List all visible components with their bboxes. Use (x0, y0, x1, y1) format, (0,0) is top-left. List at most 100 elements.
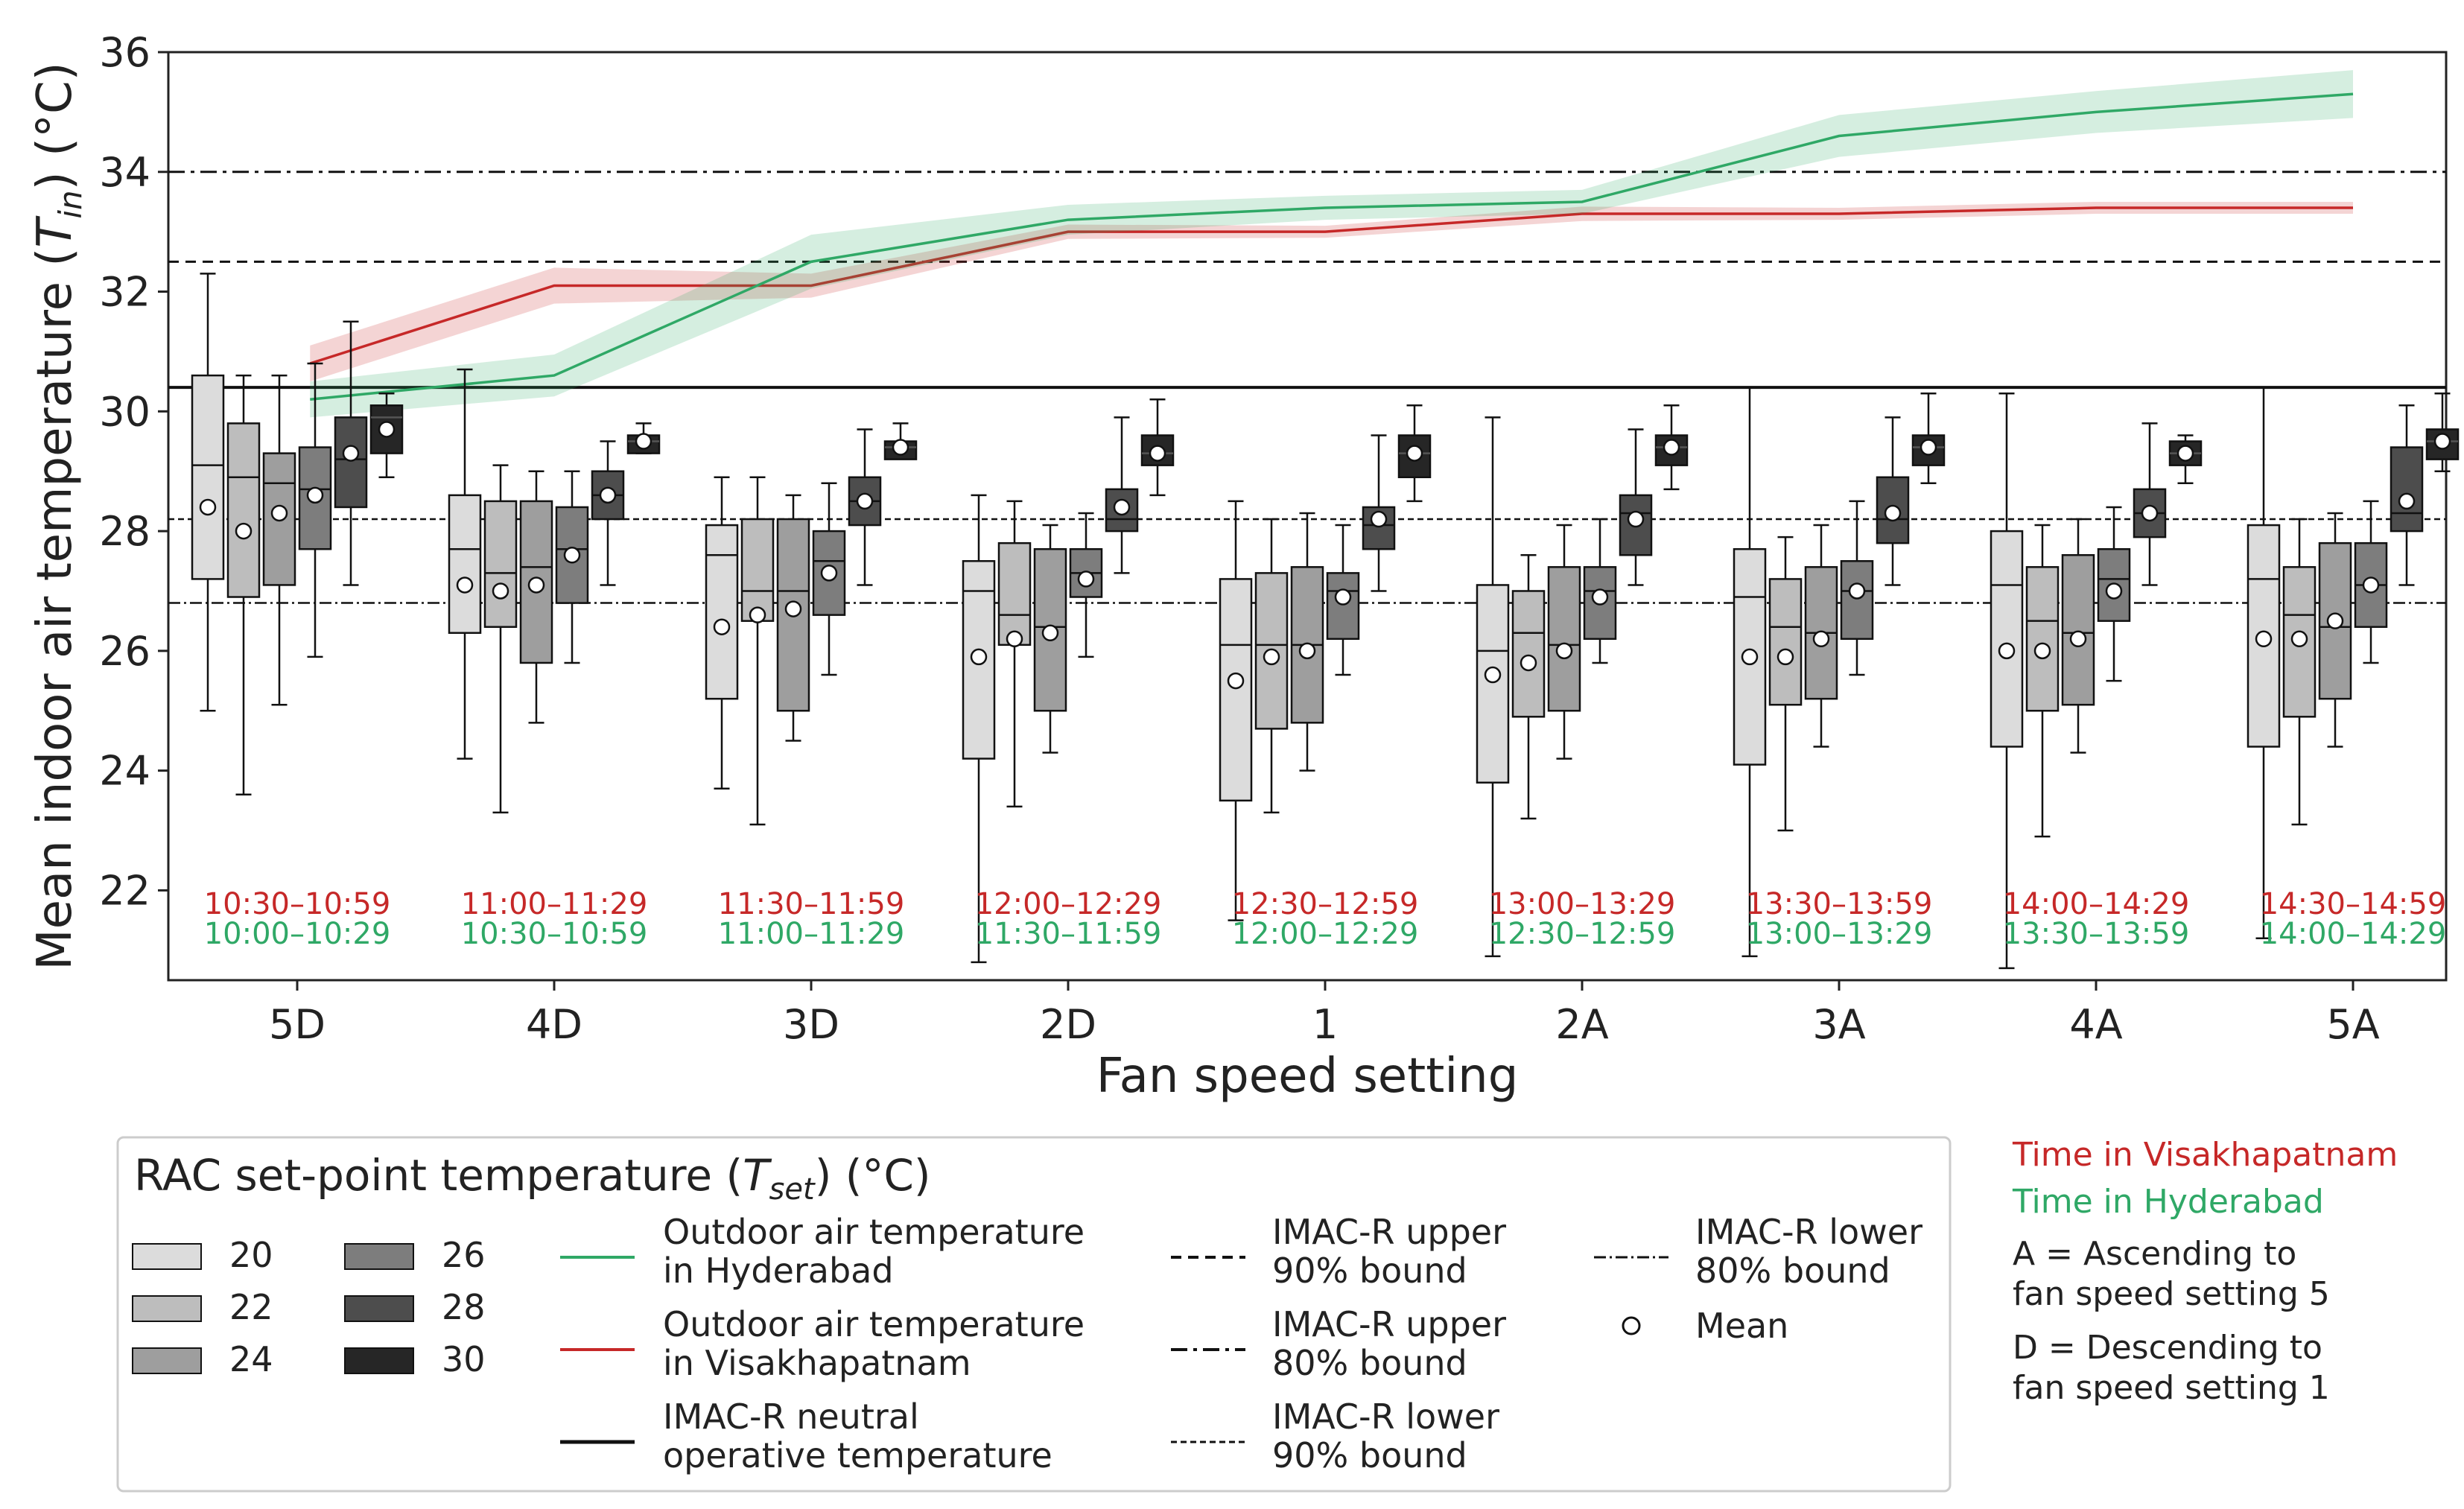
legend-title: RAC set-point temperature (Tset) (°C) (134, 1150, 931, 1207)
time-slot-visakhapatnam: 10:30–10:59 (204, 887, 391, 921)
swatch-label-28: 28 (442, 1287, 486, 1327)
box-5D-28 (334, 320, 368, 586)
box-2A-22 (1511, 554, 1546, 820)
box-body (1326, 572, 1360, 641)
box-5D-30 (369, 392, 404, 478)
mean-marker (892, 439, 909, 456)
y-tick-label: 22 (99, 867, 150, 914)
time-slot-visakhapatnam: 11:00–11:29 (461, 887, 648, 921)
legend (116, 1136, 1952, 1493)
box-body (1733, 547, 1767, 766)
mean-marker (235, 522, 253, 540)
legend-lower90-label-2: 90% bound (1272, 1435, 1467, 1475)
outdoor-visakhapatnam-band (310, 201, 2353, 382)
box-5A-20 (2247, 386, 2281, 939)
mean-marker (599, 486, 617, 504)
mean-marker (2290, 630, 2308, 648)
time-slot-visakhapatnam: 13:00–13:29 (1489, 887, 1676, 921)
box-3A-28 (1876, 416, 1910, 586)
legend-mean-marker (1622, 1316, 1641, 1335)
legend-lower90-label: IMAC-R lower (1272, 1397, 1499, 1437)
box-body (2061, 554, 2095, 706)
box-body (1840, 560, 1874, 641)
box-2A-24 (1547, 524, 1581, 760)
mean-marker (749, 606, 766, 623)
legend-neutral-label: IMAC-R neutral (663, 1397, 919, 1437)
mean-marker (2105, 582, 2123, 600)
swatch-20 (132, 1243, 202, 1270)
mean-marker (563, 547, 581, 564)
box-4D-26 (555, 470, 589, 664)
x-tick-label: 4D (526, 1001, 582, 1048)
box-5A-26 (2354, 500, 2388, 664)
legend-lower80-label: IMAC-R lower (1695, 1212, 1922, 1252)
mean-marker (1334, 588, 1352, 606)
box-5D-22 (226, 374, 261, 796)
mean-marker (306, 486, 324, 504)
mean-marker (1998, 642, 2016, 660)
x-tick-label: 2D (1040, 1001, 1096, 1048)
box-3D-26 (812, 482, 846, 676)
mean-marker (2255, 630, 2273, 648)
swatch-28 (344, 1295, 414, 1322)
y-tick-label: 28 (99, 508, 150, 555)
box-body (1990, 530, 2024, 748)
x-axis-title: Fan speed setting (1096, 1049, 1519, 1104)
swatch-label-26: 26 (442, 1235, 486, 1275)
note-time-visakhapatnam: Time in Visakhapatnam (2012, 1136, 2398, 1174)
legend-upper90-label: IMAC-R upper (1272, 1212, 1506, 1252)
box-4D-28 (591, 440, 625, 586)
box-3D-20 (705, 476, 739, 790)
mean-marker (2398, 492, 2416, 510)
time-slot-hyderabad: 13:30–13:59 (2003, 917, 2190, 951)
swatch-label-20: 20 (229, 1235, 273, 1275)
time-slot-hyderabad: 12:30–12:59 (1489, 917, 1676, 951)
x-tick-label: 5A (2326, 1001, 2379, 1048)
setpoint-swatches: 20 22 24 26 28 30 (132, 1235, 486, 1379)
swatch-label-24: 24 (229, 1339, 273, 1379)
box-4D-24 (519, 470, 553, 724)
mean-marker (784, 600, 802, 617)
mean-marker (1298, 642, 1316, 660)
box-4A-30 (2168, 434, 2203, 485)
mean-marker (527, 576, 545, 594)
box-body (1219, 578, 1253, 802)
box-3A-22 (1768, 536, 1803, 832)
mean-marker (1555, 642, 1573, 660)
mean-marker (1520, 654, 1537, 672)
box-4A-22 (2025, 524, 2060, 838)
box-2D-28 (1105, 416, 1139, 574)
box-2A-28 (1619, 428, 1653, 586)
mean-marker (1591, 588, 1609, 606)
mean-marker (1627, 510, 1645, 528)
mean-marker (713, 618, 731, 635)
legend-upper80-label: IMAC-R upper (1272, 1304, 1506, 1344)
box-body (705, 524, 739, 700)
box-body (1476, 584, 1510, 784)
mean-marker (2326, 612, 2344, 629)
box-4D-30 (626, 422, 661, 454)
box-3D-24 (776, 494, 810, 742)
box-5A-30 (2425, 392, 2460, 472)
x-tick-label: 2A (1555, 1001, 1608, 1048)
box-4D-20 (448, 368, 482, 760)
box-3A-20 (1733, 386, 1767, 958)
mean-marker (1406, 445, 1423, 462)
x-tick-label: 3D (783, 1001, 839, 1048)
mean-marker (1077, 571, 1095, 588)
box-1-22 (1254, 518, 1289, 814)
mean-marker (820, 565, 838, 582)
box-body (2318, 541, 2352, 700)
mean-marker (1484, 666, 1502, 684)
box-4A-26 (2097, 506, 2131, 682)
box-body (369, 404, 404, 454)
swatch-30 (344, 1347, 414, 1374)
mean-marker (1113, 498, 1131, 516)
legend-lower80-label-2: 80% bound (1695, 1251, 1890, 1291)
mean-marker (199, 498, 217, 516)
box-2A-30 (1654, 404, 1689, 491)
box-2A-26 (1583, 518, 1617, 664)
y-axis: 22 24 26 28 30 32 34 36 (99, 29, 168, 914)
mean-marker (1812, 630, 1830, 648)
